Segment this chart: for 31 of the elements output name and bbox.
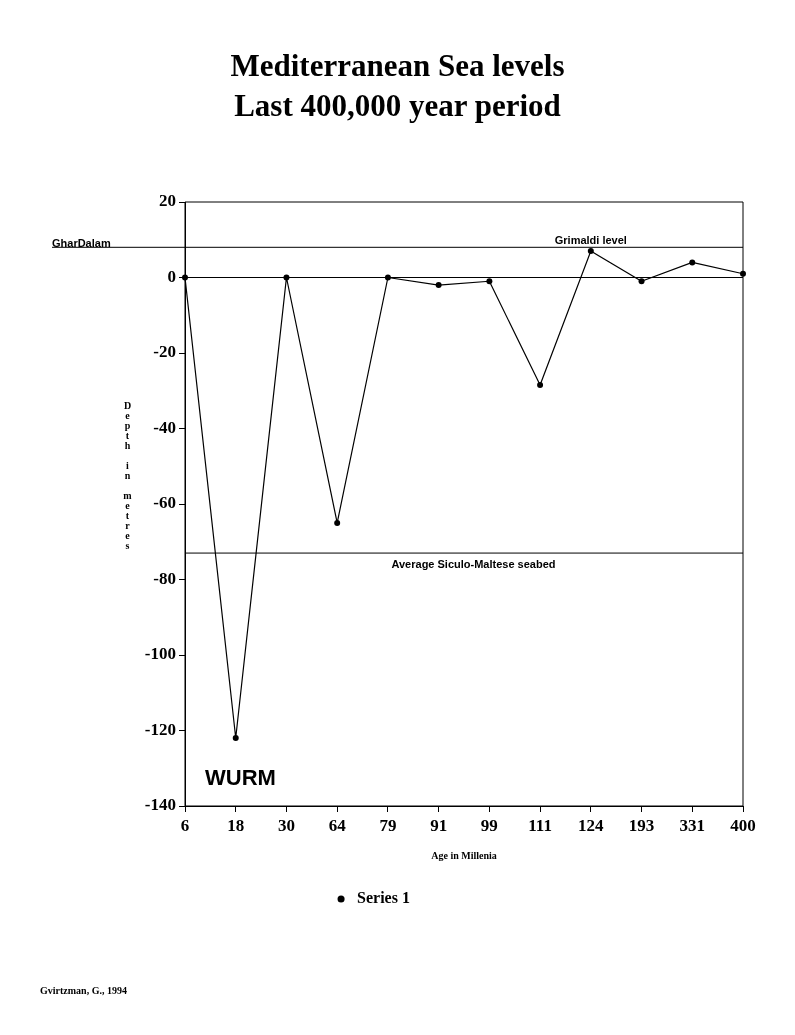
- y-tick-label: -80: [153, 568, 176, 588]
- y-tick-label: 0: [167, 266, 176, 286]
- chart-subtitle: Last 400,000 year period: [233, 87, 562, 125]
- y-tick-label: -60: [153, 493, 176, 513]
- chart-title: Mediterranean Sea levels: [229, 47, 566, 85]
- x-tick-label: 111: [528, 815, 552, 835]
- ref-line-label: Average Siculo-Maltese seabed: [391, 557, 556, 570]
- annotation: Grimaldi level: [554, 233, 627, 246]
- x-tick-label: 30: [277, 815, 295, 835]
- x-tick-label: 79: [379, 815, 397, 835]
- y-axis-title: Depth in metres: [122, 400, 133, 550]
- y-tick-label: -100: [144, 644, 176, 664]
- x-tick-label: 331: [679, 815, 706, 835]
- x-tick-label: 91: [430, 815, 448, 835]
- x-tick-label: 64: [328, 815, 347, 835]
- text: Gvirtzman, G., 1994: [40, 985, 127, 996]
- legend-label: Series 1: [357, 889, 410, 907]
- annotation: WURM: [205, 765, 276, 791]
- x-tick-label: 6: [180, 815, 190, 835]
- y-tick-label: -40: [153, 417, 176, 437]
- x-tick-label: 99: [480, 815, 498, 835]
- x-tick-label: 124: [578, 815, 605, 835]
- y-tick-label: -120: [144, 719, 176, 739]
- x-tick-label: 18: [227, 815, 245, 835]
- y-tick-label: -20: [153, 342, 176, 362]
- x-tick-label: 193: [628, 815, 655, 835]
- x-tick-label: 400: [730, 815, 756, 835]
- y-tick-label: -140: [144, 795, 176, 815]
- ref-line-label: GharDalam: [52, 236, 111, 249]
- x-axis-title: Age in Millenia: [431, 849, 497, 861]
- y-tick-label: 20: [159, 191, 176, 211]
